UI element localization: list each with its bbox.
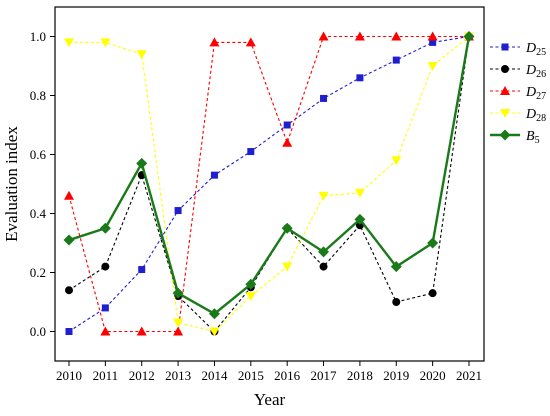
legend-marker-d27	[500, 86, 510, 95]
y-tick-label: 1.0	[30, 29, 46, 44]
data-point-b5	[63, 234, 75, 246]
series-d26	[65, 32, 473, 336]
data-point-d28	[173, 318, 184, 328]
data-point-d26	[101, 262, 110, 271]
data-point-d28	[282, 262, 293, 272]
data-point-d27	[391, 31, 402, 41]
data-point-d26	[65, 286, 73, 295]
data-point-d25	[174, 207, 182, 215]
data-point-d25	[247, 148, 255, 156]
legend-label-d25: D25	[525, 41, 546, 58]
series-line-d26	[68, 36, 470, 333]
axes: 2010 2011 2012 2013 2014 2015 2016 2017 2018 2019…	[30, 6, 485, 383]
data-point-d27	[209, 37, 220, 47]
x-axis-title: Year	[254, 390, 286, 409]
data-point-d28	[354, 188, 365, 198]
series-d28	[64, 32, 474, 337]
x-tick-label: 2017	[311, 368, 338, 383]
data-point-d25	[392, 56, 400, 64]
data-point-d25	[65, 328, 73, 335]
y-tick-label: 0.0	[30, 324, 46, 339]
x-tick-label: 2011	[93, 368, 119, 383]
x-tick-label: 2016	[274, 368, 301, 383]
data-point-d28	[64, 38, 74, 48]
y-tick-label: 0.6	[30, 147, 47, 162]
data-point-d25	[356, 74, 364, 82]
x-tick-label: 2014	[201, 368, 228, 383]
y-tick-label: 0.2	[30, 265, 46, 280]
data-point-d28	[100, 38, 111, 48]
data-point-d28	[427, 62, 438, 71]
data-point-d25	[320, 94, 328, 102]
data-point-b5	[390, 261, 402, 273]
x-tick-label: 2021	[456, 368, 482, 383]
x-tick-label: 2012	[129, 368, 155, 383]
data-point-b5	[99, 222, 111, 234]
data-point-d27	[100, 326, 111, 336]
data-point-b5	[463, 31, 475, 42]
data-point-d28	[136, 50, 147, 60]
data-point-b5	[318, 246, 330, 258]
data-point-d27	[427, 31, 438, 41]
legend-label-d28: D28	[525, 107, 546, 124]
y-tick-label: 0.8	[30, 88, 46, 103]
series-line-d25	[68, 35, 470, 332]
series-d27	[64, 31, 474, 336]
legend: D25 D26 D27 D28 B5	[490, 41, 546, 146]
data-point-d28	[391, 156, 402, 166]
data-point-d27	[245, 37, 256, 47]
data-point-d25	[138, 266, 146, 274]
data-point-b5	[427, 237, 439, 249]
data-point-d25	[429, 38, 437, 46]
legend-label-d27: D27	[525, 85, 546, 102]
data-point-b5	[172, 287, 184, 299]
data-point-d27	[354, 31, 365, 41]
data-point-d28	[245, 292, 256, 302]
data-point-d25	[283, 121, 291, 129]
data-point-d27	[136, 326, 147, 336]
data-point-d25	[210, 171, 218, 179]
data-point-d25	[101, 304, 109, 312]
data-point-b5	[136, 157, 148, 169]
series-line-d28	[69, 36, 470, 333]
data-point-d28	[209, 327, 220, 337]
x-tick-label: 2020	[420, 368, 446, 383]
plot-frame	[54, 6, 485, 362]
y-axis-title: Evaluation index	[2, 126, 21, 242]
series-d25	[65, 33, 473, 335]
data-point-d26	[392, 298, 401, 306]
data-point-d27	[318, 31, 329, 41]
series-b5	[63, 31, 475, 320]
x-tick-label: 2019	[383, 368, 409, 383]
data-point-d26	[428, 289, 437, 298]
data-point-d27	[282, 137, 293, 147]
legend-marker-d26	[501, 65, 509, 73]
data-point-b5	[354, 213, 366, 225]
x-tick-label: 2015	[238, 368, 264, 383]
x-tick-label: 2013	[165, 368, 191, 383]
data-point-d27	[173, 326, 184, 336]
series-line-b5	[68, 36, 471, 316]
y-tick-label: 0.4	[30, 206, 47, 221]
legend-label-d26: D26	[525, 63, 546, 80]
data-point-d27	[64, 190, 74, 200]
legend-marker-d25	[501, 43, 509, 51]
legend-marker-b5	[499, 129, 511, 141]
data-point-b5	[245, 278, 257, 290]
data-point-b5	[208, 308, 220, 320]
series-layer	[63, 31, 475, 337]
x-tick-label: 2018	[347, 368, 373, 383]
data-point-b5	[281, 222, 293, 234]
legend-marker-d28	[500, 109, 510, 118]
x-tick-label: 2010	[56, 368, 82, 383]
data-point-d28	[318, 191, 329, 201]
data-point-d26	[319, 262, 328, 271]
series-line-d27	[68, 35, 469, 333]
legend-label-b5: B5	[526, 129, 540, 146]
